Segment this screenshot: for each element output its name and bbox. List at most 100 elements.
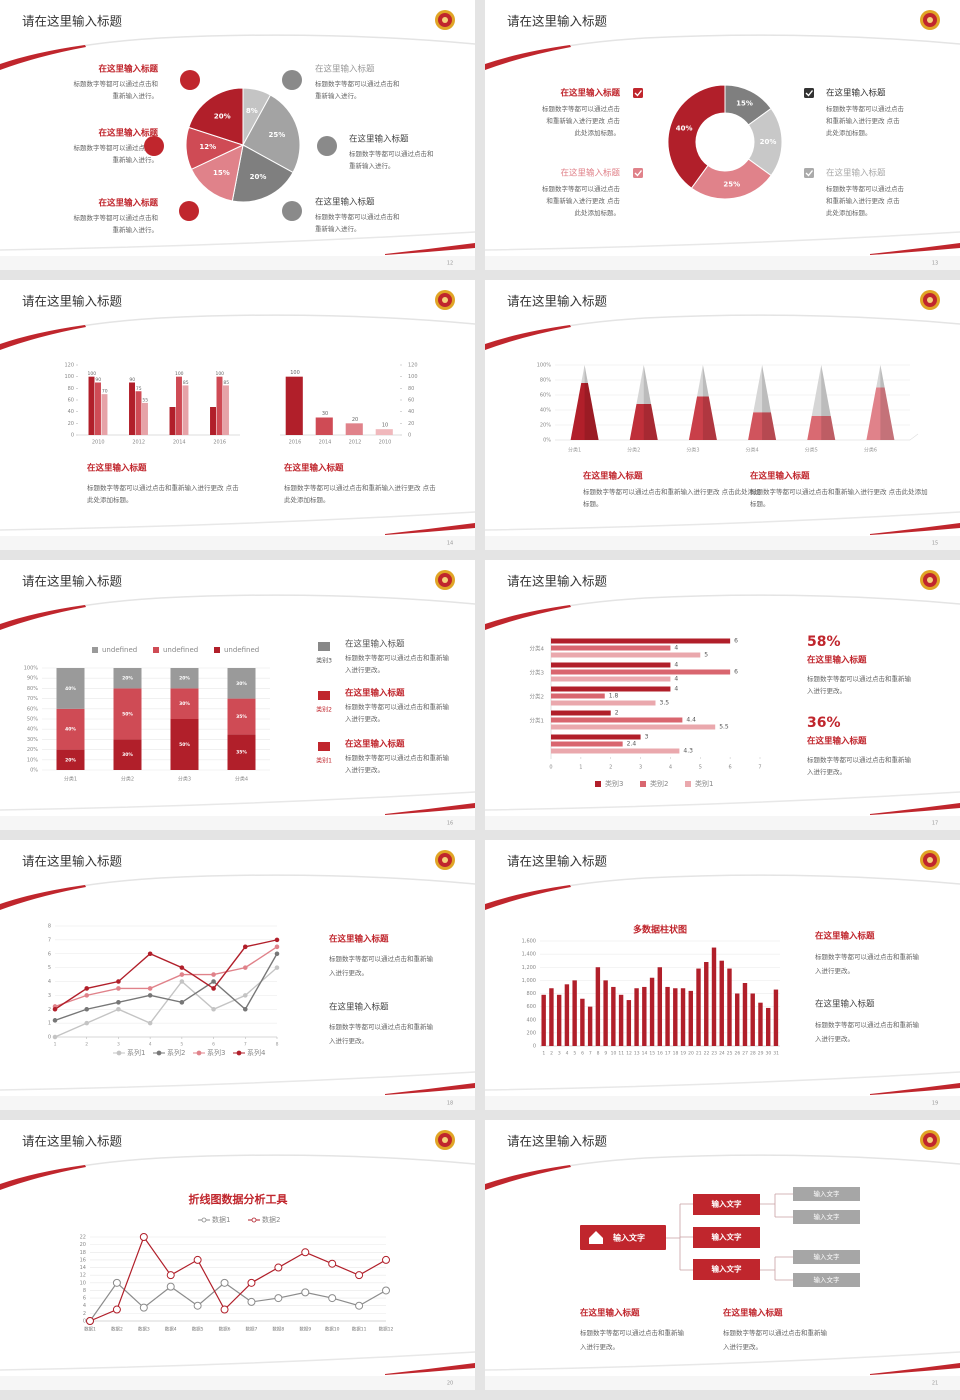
- point: [328, 1294, 337, 1303]
- point: [247, 1297, 256, 1306]
- text-line: 标题数字等都可以通过点击和重新输: [345, 702, 450, 711]
- x-tick-label: 分类2: [121, 776, 134, 783]
- footer-band: [485, 816, 960, 830]
- text-line: 此处添加标题。: [826, 208, 872, 217]
- data-label: 3: [645, 734, 649, 741]
- legend-label: undefined: [163, 646, 198, 654]
- point: [382, 1286, 390, 1295]
- text-line: 重新输入进行。: [113, 155, 159, 164]
- header-accent: [485, 605, 571, 630]
- bar: [642, 986, 647, 1046]
- chart-title: 折线图数据分析工具: [189, 1192, 288, 1206]
- page-number: 18: [447, 1101, 453, 1107]
- legend-swatch: [214, 647, 220, 653]
- item-icon: [318, 742, 330, 751]
- x-tick-label: 5: [573, 1051, 576, 1057]
- point: [147, 951, 153, 957]
- x-tick-label: 分类2: [627, 447, 640, 454]
- item-text: 标题数字等都可以通过点击和重新输入进行更改 点击此处添加标题。: [826, 104, 905, 137]
- slide: 请在这里输入标题128%25%20%15%12%20%在这里输入标题标题数字等都…: [0, 0, 476, 270]
- bar: [696, 968, 701, 1046]
- point: [247, 1278, 256, 1287]
- slide-title: 请在这里输入标题: [507, 1134, 608, 1149]
- chart-title: 多数据柱状图: [633, 924, 687, 936]
- data-label: 85: [223, 380, 229, 386]
- x-tick-label: 分类4: [745, 447, 758, 454]
- data-label: 55: [142, 397, 148, 403]
- item-title: 在这里输入标题: [284, 463, 344, 474]
- bar: [611, 986, 616, 1046]
- footer-band: [0, 1376, 475, 1390]
- bar: [551, 717, 683, 723]
- data-label: 90: [95, 377, 101, 383]
- point: [242, 1006, 248, 1012]
- data-label: 100: [215, 371, 224, 377]
- x-tick-label: 4: [149, 1042, 152, 1048]
- slide: 请在这里输入标题 17 0 1 2 3 4 5 6 7 3 2.4 4.3 分类1 2 4.4 5.5 分类2 4 1…: [484, 560, 960, 830]
- y-tick-label: 120: [64, 363, 74, 369]
- logo-center: [442, 577, 448, 583]
- x-tick-label: 27: [742, 1051, 748, 1057]
- bar: [88, 376, 95, 435]
- y-tick-label: 分类4: [530, 645, 545, 653]
- bar: [182, 385, 189, 435]
- point: [211, 986, 216, 991]
- slide-background: [485, 1120, 960, 1390]
- point: [166, 1282, 175, 1291]
- y-tick-label: 0: [533, 1044, 536, 1050]
- x-tick-label: 分类3: [178, 776, 191, 783]
- checkmark: [634, 90, 643, 97]
- x-tick-label: 17: [665, 1051, 671, 1057]
- y-tick-label: 6: [48, 951, 51, 957]
- item-label: 类别1: [316, 757, 332, 765]
- bar: [95, 382, 101, 435]
- y-tick-label: 0: [71, 433, 74, 439]
- bar: [551, 645, 671, 651]
- bar: [765, 1007, 771, 1046]
- slice: [231, 144, 294, 203]
- bar: [551, 710, 611, 716]
- point: [211, 979, 216, 984]
- x-tick-label: 26: [735, 1051, 741, 1057]
- point: [211, 972, 216, 977]
- x-tick-label: 2: [609, 765, 612, 771]
- item-title: 在这里输入标题: [723, 1308, 783, 1319]
- point: [84, 1020, 90, 1026]
- item-title: 在这里输入标题: [826, 88, 886, 99]
- text-line: 标题数字等都可以通过点击和重新输: [580, 1328, 685, 1337]
- header-accent: [0, 1165, 86, 1190]
- bar: [101, 394, 108, 435]
- series-line: [54, 967, 278, 1038]
- bar: [129, 382, 135, 435]
- header-accent: [485, 45, 571, 70]
- text-line: 标题数字等都可以通过点击和重新输: [329, 1022, 434, 1031]
- y-tick-label: 40%: [27, 727, 38, 733]
- slide-title: 请在这里输入标题: [507, 294, 608, 309]
- legend-label: 类别3: [605, 779, 623, 788]
- footer-band: [485, 536, 960, 550]
- bar: [551, 724, 716, 730]
- item-title: 在这里输入标题: [560, 168, 620, 179]
- text-line: 标题数字等都可以通过点击和重新输: [815, 1020, 920, 1029]
- point: [274, 965, 280, 970]
- x-tick-label: 2014: [173, 440, 186, 446]
- bar-segment: [227, 698, 256, 735]
- y-tick-label: 1,000: [522, 978, 536, 984]
- data-label: 35%: [236, 714, 247, 720]
- footer-accent: [870, 1083, 960, 1095]
- x-tick-label: 6: [581, 1051, 584, 1057]
- y-tick-label: 10%: [27, 757, 38, 763]
- header-accent: [485, 325, 571, 350]
- item-icon: [144, 136, 164, 156]
- slide-background: [485, 0, 960, 270]
- x-tick-label: 数据5: [192, 1326, 204, 1333]
- page-number: 14: [447, 541, 453, 547]
- x-tick-label: 2014: [319, 440, 332, 446]
- data-label: 75: [136, 386, 142, 392]
- point: [52, 1034, 58, 1040]
- bar: [688, 990, 693, 1046]
- item-title: 在这里输入标题: [98, 128, 158, 139]
- text-line: 标题数字等都可以通过点击和重新输: [815, 952, 920, 961]
- y-tick-label: 14: [80, 1265, 86, 1271]
